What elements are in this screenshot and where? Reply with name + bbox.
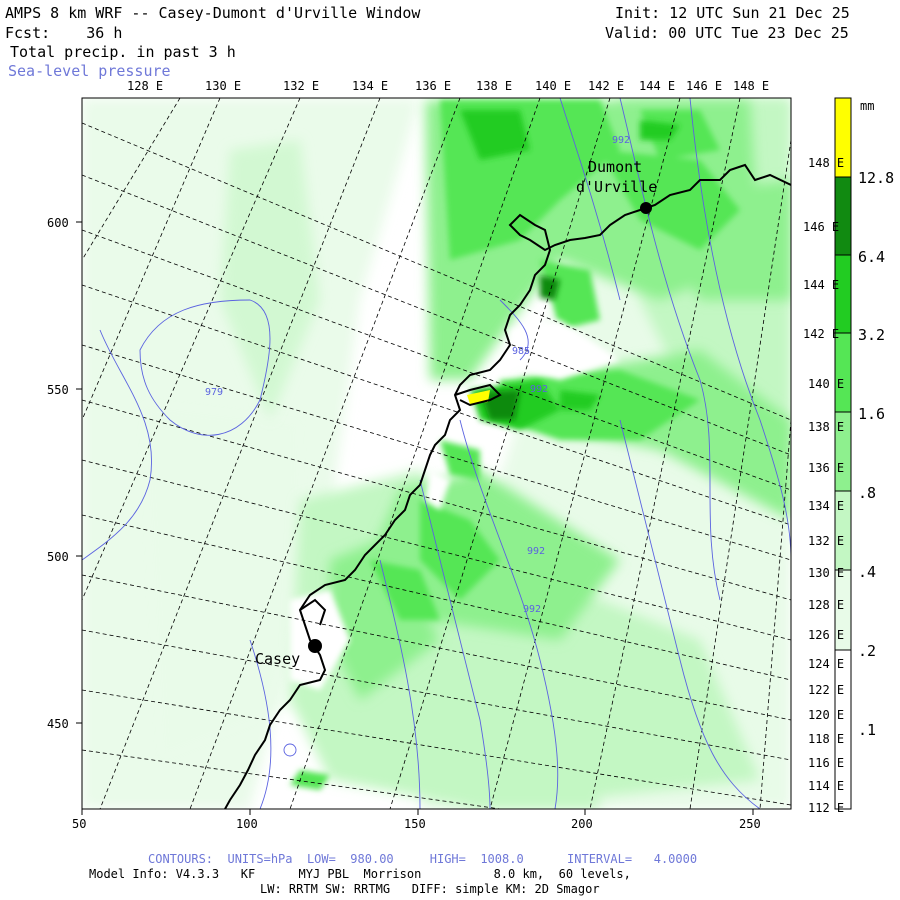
right-lon-label: 144 E (803, 278, 840, 292)
right-lon-label: 124 E (808, 657, 845, 671)
right-lon-label: 118 E (808, 732, 845, 746)
colorbar-bin-3-2 (835, 255, 851, 333)
top-lon-label: 128 E (127, 79, 164, 93)
right-lon-label: 132 E (808, 534, 845, 548)
right-lon-label: 114 E (808, 779, 845, 793)
top-lon-label: 130 E (205, 79, 242, 93)
colorbar-label: .1 (858, 721, 877, 739)
right-lon-label: 122 E (808, 683, 845, 697)
right-lon-label: 130 E (808, 566, 845, 580)
contour-label-3: 992 (530, 384, 548, 395)
y-tick-label: 600 (47, 216, 69, 230)
dumont-label-line2: d'Urville (576, 178, 657, 196)
colorbar-unit: mm (860, 99, 875, 113)
right-lon-label: 134 E (808, 499, 845, 513)
right-lon-label: 146 E (803, 220, 840, 234)
forecast-hour: Fcst: 36 h (5, 24, 123, 42)
right-lon-label: 138 E (808, 420, 845, 434)
contours-info: CONTOURS: UNITS=hPa LOW= 980.00 HIGH= 10… (148, 852, 698, 866)
colorbar-label: 12.8 (858, 169, 895, 187)
model-info: Model Info: V4.3.3 KF MYJ PBL Morrison 8… (89, 867, 631, 881)
right-lon-label: 120 E (808, 708, 845, 722)
top-lon-label: 134 E (352, 79, 389, 93)
coastline (224, 163, 791, 809)
physics-info: LW: RRTM SW: RRTMG DIFF: simple KM: 2D S… (260, 882, 600, 896)
x-tick-label: 50 (72, 817, 87, 831)
contour-label-5: 992 (523, 604, 541, 615)
top-lon-label: 140 E (535, 79, 572, 93)
precip-field (82, 98, 791, 809)
x-tick-label: 100 (236, 817, 258, 831)
colorbar (834, 97, 852, 810)
top-lon-label: 136 E (415, 79, 452, 93)
map-title: AMPS 8 km WRF -- Casey-Dumont d'Urville … (5, 4, 421, 22)
contour-label-2: 979 (205, 387, 223, 398)
right-lon-label: 148 E (808, 156, 845, 170)
right-lon-label: 116 E (808, 756, 845, 770)
colorbar-label: .8 (858, 484, 877, 502)
casey-label: Casey (255, 650, 300, 668)
contour-label-4: 992 (527, 546, 545, 557)
axis-ticks (76, 221, 754, 815)
right-lon-label: 136 E (808, 461, 845, 475)
valid-time: Valid: 00 UTC Tue 23 Dec 25 (605, 24, 849, 42)
colorbar-label: 1.6 (858, 405, 886, 423)
dumont-label-line1: Dumont (588, 158, 642, 176)
top-lon-label: 138 E (476, 79, 513, 93)
top-lon-label: 132 E (283, 79, 320, 93)
colorbar-bin-0-8 (835, 412, 851, 491)
top-lon-label: 142 E (588, 79, 625, 93)
init-time: Init: 12 UTC Sun 21 Dec 25 (615, 4, 850, 22)
x-tick-label: 250 (739, 817, 761, 831)
contour-label-1: 992 (612, 135, 630, 146)
colorbar-bin-0-2 (835, 570, 851, 650)
y-tick-label: 500 (47, 550, 69, 564)
map-frame (81, 97, 792, 810)
colorbar-bin-6-4 (835, 177, 851, 255)
colorbar-bin-1-6 (835, 333, 851, 412)
overlay-name: Sea-level pressure (8, 62, 171, 80)
colorbar-label: .4 (858, 563, 877, 581)
contour-label-6: 985 (512, 346, 530, 357)
slp-contours (82, 98, 791, 809)
top-lon-label: 148 E (733, 79, 770, 93)
colorbar-bin-0-4 (835, 491, 851, 570)
colorbar-bin-12-8 (835, 98, 851, 177)
right-lon-label: 128 E (808, 598, 845, 612)
latlon-grid (82, 98, 791, 809)
y-tick-label: 550 (47, 383, 69, 397)
y-tick-label: 450 (47, 717, 69, 731)
field-name: Total precip. in past 3 h (10, 43, 236, 61)
x-tick-label: 150 (404, 817, 426, 831)
x-tick-label: 200 (571, 817, 593, 831)
right-lon-label: 126 E (808, 628, 845, 642)
casey-marker (308, 639, 322, 653)
top-lon-label: 146 E (686, 79, 723, 93)
dumont-durville-marker (640, 202, 652, 214)
colorbar-label: .2 (858, 642, 877, 660)
top-lon-label: 144 E (639, 79, 676, 93)
colorbar-label: 6.4 (858, 248, 886, 266)
right-lon-label: 142 E (803, 327, 840, 341)
colorbar-label: 3.2 (858, 326, 886, 344)
colorbar-bin-0-1 (835, 650, 851, 809)
right-lon-label: 112 E (808, 801, 845, 815)
right-lon-label: 140 E (808, 377, 845, 391)
